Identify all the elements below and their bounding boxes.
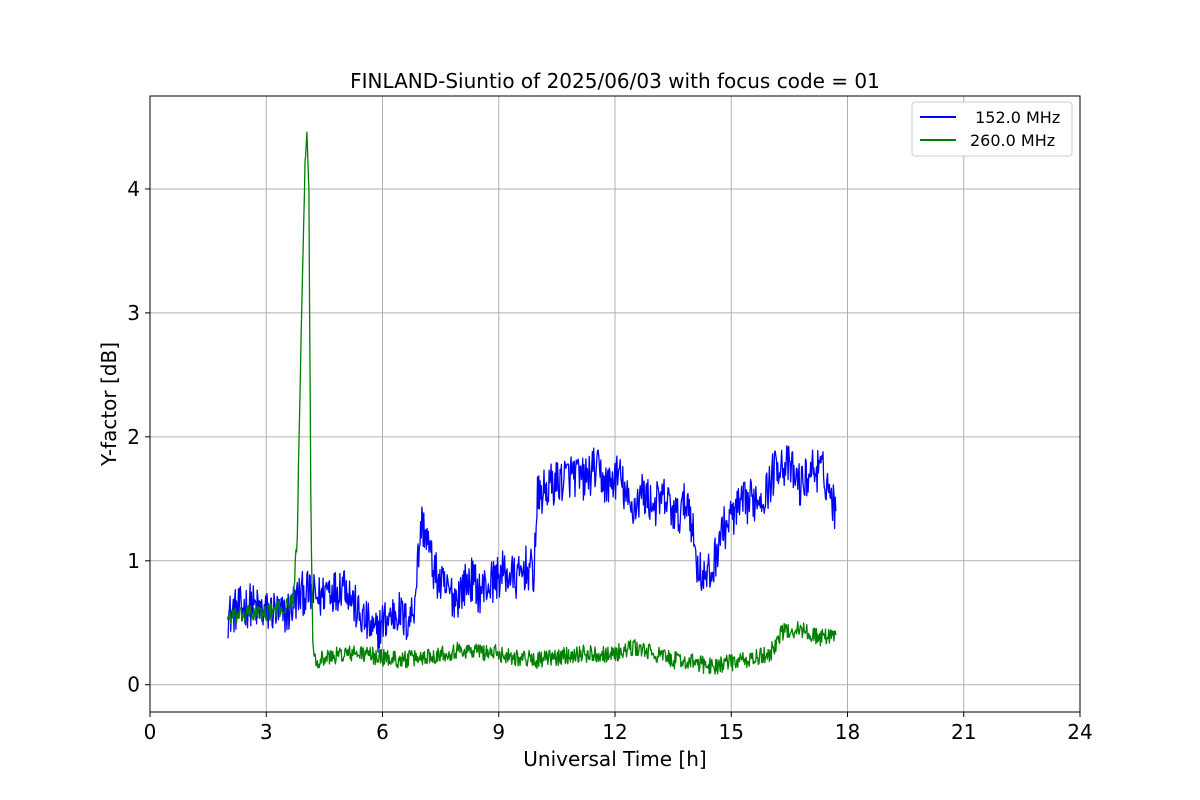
- x-tick-label: 9: [492, 720, 505, 744]
- x-tick-label: 6: [376, 720, 389, 744]
- x-tick-label: 18: [835, 720, 860, 744]
- chart-title: FINLAND-Siuntio of 2025/06/03 with focus…: [350, 69, 880, 93]
- y-axis: 0 1 2 3 4: [127, 177, 150, 697]
- legend-label-152: 152.0 MHz: [970, 108, 1060, 127]
- x-tick-label: 3: [260, 720, 273, 744]
- y-tick-label: 4: [127, 177, 140, 201]
- legend-label-260: 260.0 MHz: [970, 131, 1055, 150]
- series-line-260mhz: [226, 131, 837, 675]
- legend-box: [911, 101, 1073, 157]
- series-layer: [226, 131, 837, 675]
- y-tick-label: 1: [127, 549, 140, 573]
- legend: 152.0 MHz 260.0 MHz: [911, 101, 1073, 157]
- x-axis-label: Universal Time [h]: [523, 747, 706, 771]
- x-tick-label: 15: [719, 720, 744, 744]
- x-tick-label: 24: [1067, 720, 1092, 744]
- x-tick-label: 0: [144, 720, 157, 744]
- y-tick-label: 0: [127, 673, 140, 697]
- y-tick-label: 2: [127, 425, 140, 449]
- y-tick-label: 3: [127, 301, 140, 325]
- x-tick-label: 12: [602, 720, 627, 744]
- y-axis-label: Y-factor [dB]: [97, 342, 121, 467]
- x-tick-label: 21: [951, 720, 976, 744]
- x-axis: 0 3 6 9 12 15 18 21 24: [144, 712, 1093, 744]
- series-line-152mhz: [227, 445, 837, 653]
